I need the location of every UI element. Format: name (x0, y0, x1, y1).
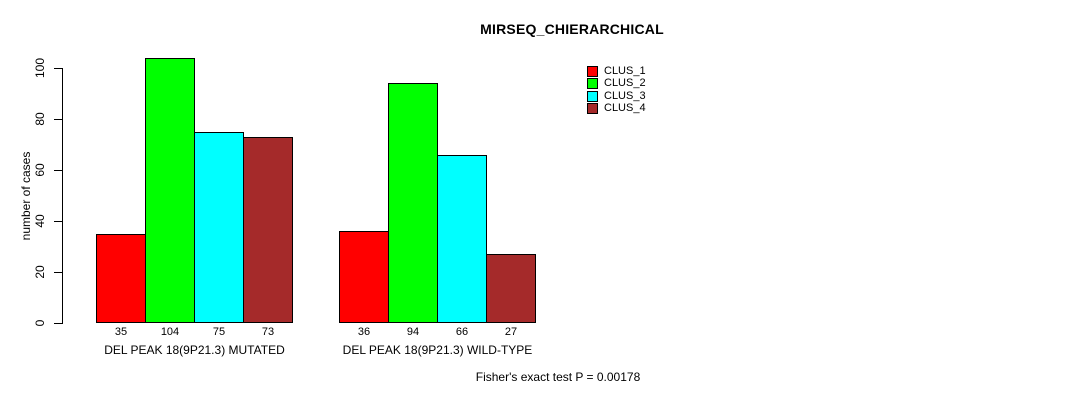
bar-clus_4-group2 (486, 254, 536, 323)
bar-value-label: 35 (114, 326, 128, 338)
y-tick-label: 0 (33, 319, 47, 327)
y-axis-line (62, 68, 63, 324)
y-tick-label: 20 (33, 265, 47, 279)
legend-item-clus_4: CLUS_4 (587, 102, 646, 115)
fisher-test-annotation: Fisher's exact test P = 0.00178 (475, 370, 641, 384)
y-axis-tick (54, 323, 62, 324)
legend-item-clus_2: CLUS_2 (587, 77, 646, 90)
legend-swatch-icon (587, 103, 598, 115)
y-tick-label: 60 (33, 163, 47, 177)
legend: CLUS_1 CLUS_2 CLUS_3 CLUS_4 (587, 66, 646, 116)
bar-clus_1-group2 (339, 231, 389, 323)
legend-label: CLUS_2 (604, 77, 646, 90)
y-axis-tick (54, 170, 62, 171)
bar-clus_4-group1 (243, 137, 293, 323)
y-axis-tick (54, 221, 62, 222)
x-category-label: DEL PEAK 18(9P21.3) MUTATED (104, 343, 285, 357)
bar-value-label: 75 (212, 326, 226, 338)
bar-value-label: 104 (160, 326, 180, 338)
legend-swatch-icon (587, 78, 598, 90)
bar-value-label: 73 (261, 326, 275, 338)
bar-clus_1-group1 (96, 234, 146, 323)
legend-label: CLUS_1 (604, 65, 646, 77)
bar-value-label: 66 (455, 326, 469, 338)
y-axis-label-text: number of cases (19, 151, 33, 241)
bar-value-label: 94 (406, 326, 420, 338)
bar-clus_2-group2 (388, 83, 438, 323)
bar-value-label: 27 (504, 326, 518, 338)
legend-item-clus_1: CLUS_1 (587, 66, 646, 77)
legend-label: CLUS_4 (604, 102, 646, 115)
legend-label: CLUS_3 (604, 89, 646, 102)
legend-swatch-icon (587, 90, 598, 102)
y-axis-tick (54, 272, 62, 273)
y-tick-label: 40 (33, 214, 47, 228)
y-axis-tick (54, 119, 62, 120)
bar-clus_3-group1 (194, 132, 244, 323)
legend-item-clus_3: CLUS_3 (587, 89, 646, 102)
x-category-label: DEL PEAK 18(9P21.3) WILD-TYPE (342, 343, 533, 357)
y-tick-label: 80 (33, 112, 47, 126)
y-axis-tick (54, 68, 62, 69)
bar-clus_3-group2 (437, 155, 487, 323)
chart-title: MIRSEQ_CHIERARCHICAL (480, 21, 664, 37)
y-tick-label: 100 (33, 57, 47, 79)
legend-swatch-icon (587, 66, 598, 77)
bar-value-label: 36 (357, 326, 371, 338)
bar-clus_2-group1 (145, 58, 195, 323)
